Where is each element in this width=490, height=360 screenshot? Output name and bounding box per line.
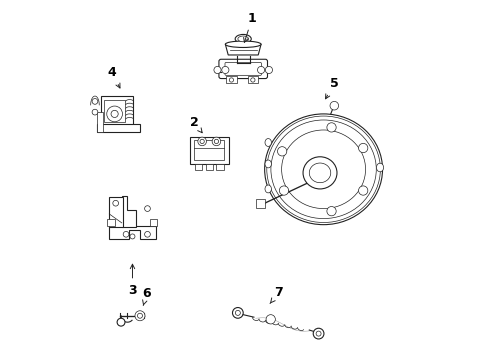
Circle shape bbox=[258, 66, 265, 73]
Circle shape bbox=[135, 311, 145, 321]
Circle shape bbox=[359, 143, 368, 153]
Circle shape bbox=[138, 313, 143, 318]
Bar bbox=[206, 163, 213, 170]
Circle shape bbox=[266, 66, 272, 73]
Circle shape bbox=[123, 231, 129, 237]
Circle shape bbox=[327, 123, 336, 132]
FancyBboxPatch shape bbox=[219, 59, 268, 78]
Bar bbox=[109, 197, 123, 227]
Polygon shape bbox=[225, 44, 261, 55]
Circle shape bbox=[130, 234, 135, 239]
Bar bbox=[107, 219, 115, 226]
Ellipse shape bbox=[238, 36, 248, 42]
Text: 3: 3 bbox=[128, 264, 137, 297]
Bar bbox=[97, 124, 140, 132]
Text: 2: 2 bbox=[190, 116, 202, 133]
Circle shape bbox=[232, 307, 243, 318]
Circle shape bbox=[251, 78, 255, 82]
Circle shape bbox=[92, 109, 98, 115]
Text: 4: 4 bbox=[108, 66, 120, 88]
Bar bbox=[101, 96, 133, 125]
Ellipse shape bbox=[265, 185, 271, 193]
Bar bbox=[195, 163, 202, 170]
Text: 6: 6 bbox=[143, 287, 151, 306]
Text: 1: 1 bbox=[244, 12, 257, 42]
Ellipse shape bbox=[235, 35, 251, 43]
Circle shape bbox=[330, 102, 339, 110]
Circle shape bbox=[327, 207, 336, 216]
Ellipse shape bbox=[225, 41, 261, 48]
Circle shape bbox=[107, 106, 122, 122]
Ellipse shape bbox=[265, 139, 271, 147]
Text: 7: 7 bbox=[270, 286, 283, 303]
Circle shape bbox=[111, 111, 118, 117]
Polygon shape bbox=[122, 196, 136, 227]
Ellipse shape bbox=[303, 157, 337, 189]
Circle shape bbox=[117, 318, 125, 326]
Circle shape bbox=[92, 99, 98, 104]
Circle shape bbox=[145, 206, 150, 211]
Circle shape bbox=[214, 139, 219, 144]
Polygon shape bbox=[109, 226, 156, 239]
Circle shape bbox=[313, 328, 324, 339]
Circle shape bbox=[200, 139, 204, 144]
Circle shape bbox=[198, 137, 206, 146]
Circle shape bbox=[145, 231, 150, 237]
Ellipse shape bbox=[265, 160, 271, 168]
Bar bbox=[97, 112, 103, 132]
Bar bbox=[104, 100, 125, 122]
Circle shape bbox=[277, 147, 287, 156]
Bar bbox=[256, 199, 265, 208]
FancyBboxPatch shape bbox=[225, 63, 262, 75]
Circle shape bbox=[279, 186, 289, 195]
Bar bbox=[150, 219, 157, 226]
Ellipse shape bbox=[376, 163, 384, 172]
Bar bbox=[247, 76, 258, 83]
Bar bbox=[190, 137, 229, 164]
Circle shape bbox=[235, 310, 241, 315]
Text: 5: 5 bbox=[325, 77, 339, 99]
Circle shape bbox=[212, 137, 220, 146]
Bar bbox=[217, 163, 223, 170]
Circle shape bbox=[214, 66, 221, 73]
Circle shape bbox=[229, 78, 234, 82]
Circle shape bbox=[359, 186, 368, 195]
Ellipse shape bbox=[265, 114, 383, 225]
Ellipse shape bbox=[309, 163, 331, 183]
Bar bbox=[194, 140, 224, 160]
Circle shape bbox=[113, 201, 119, 206]
Circle shape bbox=[266, 315, 275, 324]
Circle shape bbox=[316, 331, 321, 336]
Bar bbox=[226, 76, 237, 83]
Circle shape bbox=[222, 66, 229, 73]
